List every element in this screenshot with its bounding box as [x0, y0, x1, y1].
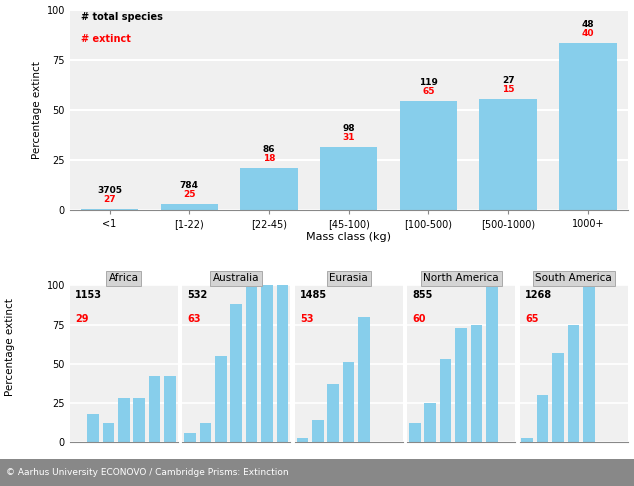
- Bar: [343, 362, 354, 442]
- Text: 48: 48: [581, 20, 594, 29]
- Text: 15: 15: [502, 85, 514, 94]
- Bar: [312, 420, 323, 442]
- Text: # extinct: # extinct: [81, 34, 131, 44]
- Text: 29: 29: [75, 313, 89, 324]
- Text: 1268: 1268: [525, 290, 552, 300]
- Bar: [103, 423, 114, 442]
- Bar: [87, 414, 99, 442]
- Text: 65: 65: [525, 313, 538, 324]
- Title: Australia: Australia: [213, 273, 259, 283]
- Bar: [149, 376, 160, 442]
- Text: 27: 27: [501, 76, 514, 85]
- Bar: [320, 147, 377, 210]
- Bar: [184, 433, 196, 442]
- Bar: [200, 423, 211, 442]
- Bar: [568, 325, 579, 442]
- Title: Eurasia: Eurasia: [329, 273, 368, 283]
- Bar: [160, 204, 218, 210]
- Bar: [164, 376, 176, 442]
- Text: 53: 53: [300, 313, 314, 324]
- Text: 25: 25: [183, 190, 195, 199]
- Bar: [261, 285, 273, 442]
- Bar: [471, 325, 482, 442]
- Text: 27: 27: [103, 195, 116, 204]
- Bar: [358, 317, 370, 442]
- Bar: [230, 304, 242, 442]
- Bar: [522, 437, 533, 442]
- X-axis label: Mass class (kg): Mass class (kg): [306, 232, 391, 242]
- Bar: [440, 359, 451, 442]
- Bar: [552, 353, 564, 442]
- Title: North America: North America: [424, 273, 499, 283]
- Bar: [486, 285, 498, 442]
- Text: 98: 98: [342, 124, 355, 133]
- Text: 18: 18: [262, 154, 275, 163]
- Bar: [583, 285, 595, 442]
- Bar: [81, 209, 138, 210]
- Bar: [455, 328, 467, 442]
- Bar: [240, 168, 298, 210]
- Bar: [479, 99, 537, 210]
- Text: 31: 31: [342, 133, 355, 142]
- Text: Percentage extinct: Percentage extinct: [4, 298, 15, 397]
- Text: 63: 63: [188, 313, 201, 324]
- Bar: [118, 399, 129, 442]
- Title: South America: South America: [535, 273, 612, 283]
- Bar: [133, 399, 145, 442]
- Y-axis label: Percentage extinct: Percentage extinct: [32, 61, 42, 159]
- Text: 60: 60: [413, 313, 426, 324]
- Bar: [246, 285, 257, 442]
- Text: 1153: 1153: [75, 290, 102, 300]
- Text: 1485: 1485: [300, 290, 327, 300]
- Bar: [425, 403, 436, 442]
- Title: Africa: Africa: [109, 273, 139, 283]
- Text: 119: 119: [419, 78, 438, 87]
- Text: 40: 40: [581, 29, 594, 38]
- Bar: [297, 437, 308, 442]
- Bar: [277, 285, 288, 442]
- Bar: [399, 101, 457, 210]
- Text: # total species: # total species: [81, 12, 163, 22]
- Bar: [409, 423, 420, 442]
- Text: 86: 86: [262, 145, 275, 154]
- Text: © Aarhus University ECONOVO / Cambridge Prisms: Extinction: © Aarhus University ECONOVO / Cambridge …: [6, 468, 289, 477]
- Text: 532: 532: [188, 290, 208, 300]
- Text: 855: 855: [413, 290, 433, 300]
- Bar: [537, 395, 548, 442]
- Bar: [215, 356, 226, 442]
- Text: 3705: 3705: [97, 186, 122, 195]
- Text: 784: 784: [180, 181, 199, 190]
- Bar: [559, 43, 616, 210]
- Text: 65: 65: [422, 87, 435, 96]
- Bar: [328, 384, 339, 442]
